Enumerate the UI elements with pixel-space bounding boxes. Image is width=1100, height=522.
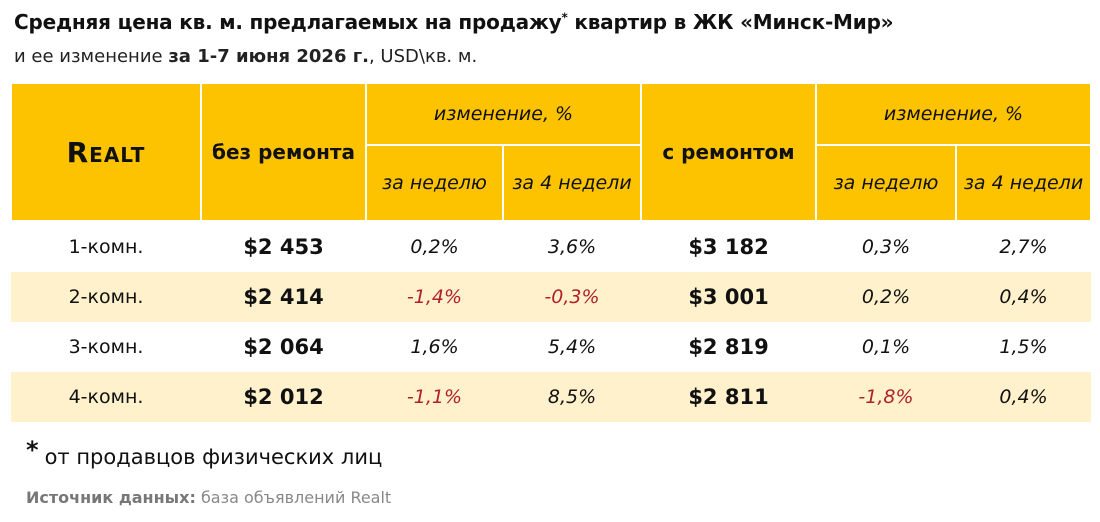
table-cell: -1,1% — [366, 372, 503, 422]
row-label: 4-комн. — [11, 372, 201, 422]
table-row: 4-комн. $2 012 -1,1% 8,5% $2 811 -1,8% 0,4% — [11, 372, 1091, 422]
table-cell: 0,2% — [816, 272, 956, 322]
table-cell: 0,3% — [861, 236, 911, 258]
table-cell: 2,7% — [999, 236, 1048, 258]
table-cell: 5,4% — [547, 336, 597, 358]
source-label: Источник данных: — [26, 488, 196, 507]
table-cell: $2 012 — [201, 372, 366, 422]
table-cell: -1,8% — [816, 372, 956, 422]
logo: Realt — [66, 135, 146, 169]
table-cell: $3 182 — [688, 235, 769, 259]
table-cell: $2 819 — [688, 335, 769, 359]
header-cell: с ремонтом — [640, 82, 817, 222]
header-cell: за 4 недели — [502, 144, 642, 222]
table-cell: $2 064 — [243, 335, 324, 359]
table-cell: $2 414 — [201, 272, 366, 322]
table-cell: 0,4% — [956, 372, 1091, 422]
row-label: 1-комн. — [68, 236, 144, 258]
table-cell: 1,6% — [410, 336, 459, 358]
table-row: 2-комн. $2 414 -1,4% -0,3% $3 001 0,2% 0,4% — [11, 272, 1091, 322]
header-cell: за неделю — [365, 144, 504, 222]
subtitle-period: за 1-7 июня 2026 г. — [168, 46, 369, 67]
footnote: * от продавцов физических лиц — [26, 436, 382, 469]
table-cell: $3 001 — [641, 272, 816, 322]
table-cell: 0,1% — [861, 336, 911, 358]
table-cell: 1,5% — [999, 336, 1048, 358]
header-cell: без ремонта — [200, 82, 367, 222]
table-cell: -0,3% — [503, 272, 641, 322]
header-cell: за 4 недели — [955, 144, 1092, 222]
row-label: 2-комн. — [11, 272, 201, 322]
logo-cell: Realt — [10, 82, 202, 222]
source-text: база объявлений Realt — [200, 488, 392, 507]
table-body: 1-комн. $2 453 0,2% 3,6% $3 182 0,3% 2,7% 2-ком… — [11, 221, 1091, 422]
row-label: 3-комн. — [68, 336, 144, 358]
header-cell: изменение, % — [365, 82, 642, 146]
subtitle-unit: , USD\кв. м. — [368, 46, 478, 67]
table-row: 3-комн. $2 064 1,6% 5,4% $2 819 0,1% 1,5% — [11, 322, 1091, 372]
source: Источник данных: база объявлений Realt — [26, 488, 391, 507]
title-text: Средняя цена кв. м. предлагаемых на прод… — [14, 10, 562, 34]
header-cell: за неделю — [815, 144, 957, 222]
table-cell: $2 811 — [641, 372, 816, 422]
table-cell: 3,6% — [547, 236, 597, 258]
title: Средняя цена кв. м. предлагаемых на прод… — [14, 10, 894, 34]
title-star: * — [561, 10, 568, 25]
header-row: Realt без ремонта изменение, % с ремонто… — [10, 82, 1092, 222]
footnote-star: * — [26, 436, 39, 464]
table-cell: 0,4% — [956, 272, 1091, 322]
header-cell: изменение, % — [815, 82, 1092, 146]
title-text: квартир в ЖК «Минск-Мир» — [574, 10, 894, 34]
footnote-text: от продавцов физических лиц — [44, 445, 383, 469]
price-table: Realt без ремонта изменение, % с ремонто… — [10, 82, 1092, 422]
subtitle-text: и ее изменение — [14, 46, 163, 67]
subtitle: и ее изменение за 1-7 июня 2026 г., USD\… — [14, 46, 477, 67]
table-cell: 0,2% — [410, 236, 459, 258]
header-row: за неделю за 4 недели за неделю за 4 нед… — [11, 144, 1092, 222]
table-cell: -1,4% — [366, 272, 503, 322]
table-row: 1-комн. $2 453 0,2% 3,6% $3 182 0,3% 2,7% — [11, 221, 1091, 272]
table-cell: $2 453 — [243, 235, 324, 259]
table-cell: 8,5% — [503, 372, 641, 422]
